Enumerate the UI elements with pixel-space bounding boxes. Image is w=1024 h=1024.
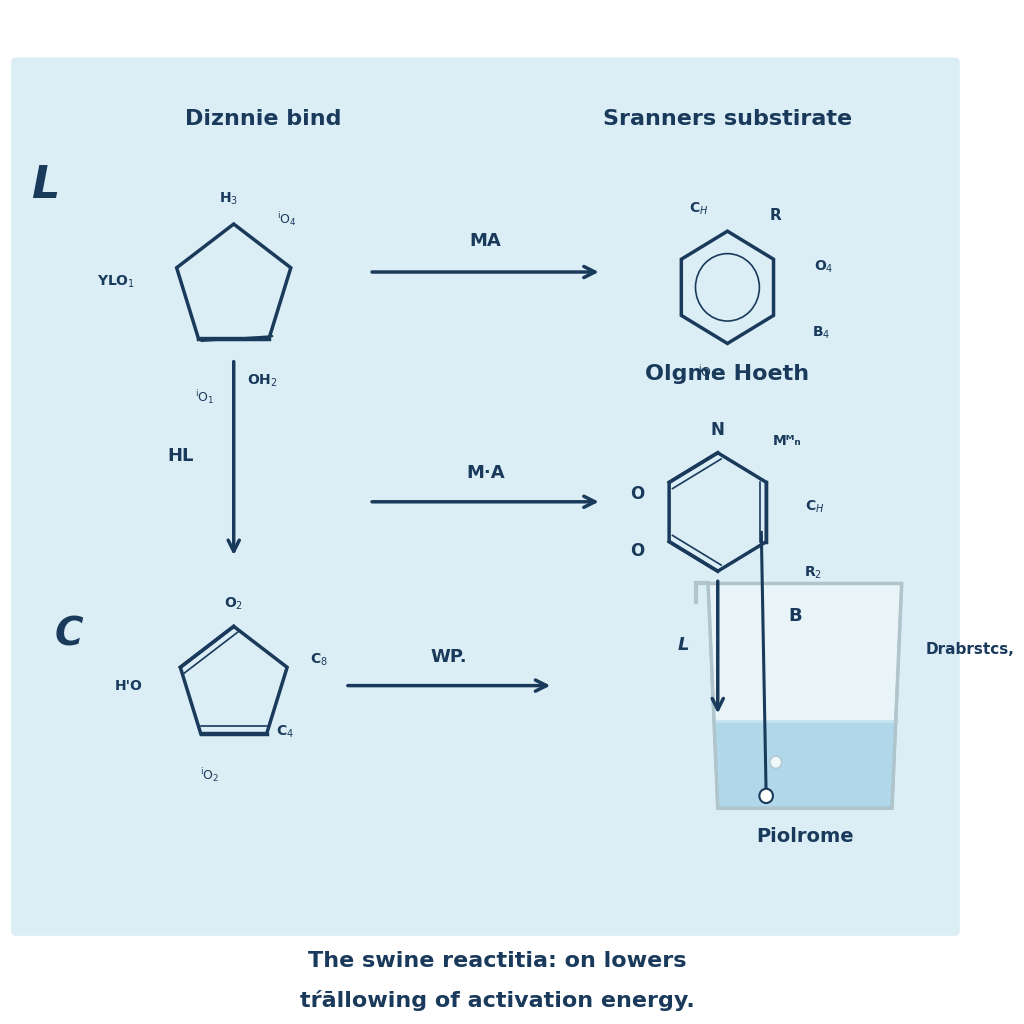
Text: YLO$_1$: YLO$_1$ [96,274,135,291]
Text: Olgme Hoeth: Olgme Hoeth [645,365,810,384]
Polygon shape [708,584,902,808]
Text: O: O [631,542,644,560]
Text: H$_3$: H$_3$ [219,190,239,207]
Text: L: L [678,636,689,653]
Text: C$_H$: C$_H$ [689,201,708,217]
Text: Drabrstcs,: Drabrstcs, [926,642,1015,657]
Text: Sranners substirate: Sranners substirate [603,109,852,129]
Text: The swine reactitia: on lowers: The swine reactitia: on lowers [308,951,686,972]
Text: C$_4$: C$_4$ [276,723,294,739]
Text: B$_4$: B$_4$ [812,325,830,341]
Text: C$_H$: C$_H$ [805,499,824,515]
Text: L: L [31,164,59,207]
Polygon shape [713,721,897,808]
Circle shape [760,788,773,803]
Text: R: R [770,208,781,223]
Text: H'O: H'O [116,679,143,692]
Text: Piolrome: Piolrome [756,827,854,846]
Text: C: C [55,615,83,653]
Text: tŕāllowing of activation energy.: tŕāllowing of activation energy. [300,989,694,1011]
Text: C$_8$: C$_8$ [310,652,328,669]
Circle shape [770,756,781,768]
Text: MA: MA [470,232,502,251]
Text: O$_4$: O$_4$ [814,259,834,275]
Text: HL: HL [167,446,194,465]
Text: R$_2$: R$_2$ [804,565,821,582]
Text: O: O [631,484,644,503]
Text: N: N [711,421,725,439]
Text: $\mathregular{{}^iO_4}$: $\mathregular{{}^iO_4}$ [278,210,297,228]
Text: Mᴹₙ: Mᴹₙ [773,433,802,447]
Text: OH$_2$: OH$_2$ [248,373,279,389]
Text: $\mathregular{{}^iO_2}$: $\mathregular{{}^iO_2}$ [200,767,219,784]
FancyBboxPatch shape [11,57,959,936]
Text: WP.: WP. [430,648,467,666]
Text: Diznnie bind: Diznnie bind [184,109,341,129]
Text: M·A: M·A [466,464,505,482]
Text: $\mathregular{{}^iO_1}$: $\mathregular{{}^iO_1}$ [698,364,718,381]
Text: O$_2$: O$_2$ [224,596,244,612]
Text: B: B [788,607,802,626]
Text: $\mathregular{{}^iO_1}$: $\mathregular{{}^iO_1}$ [195,388,214,406]
